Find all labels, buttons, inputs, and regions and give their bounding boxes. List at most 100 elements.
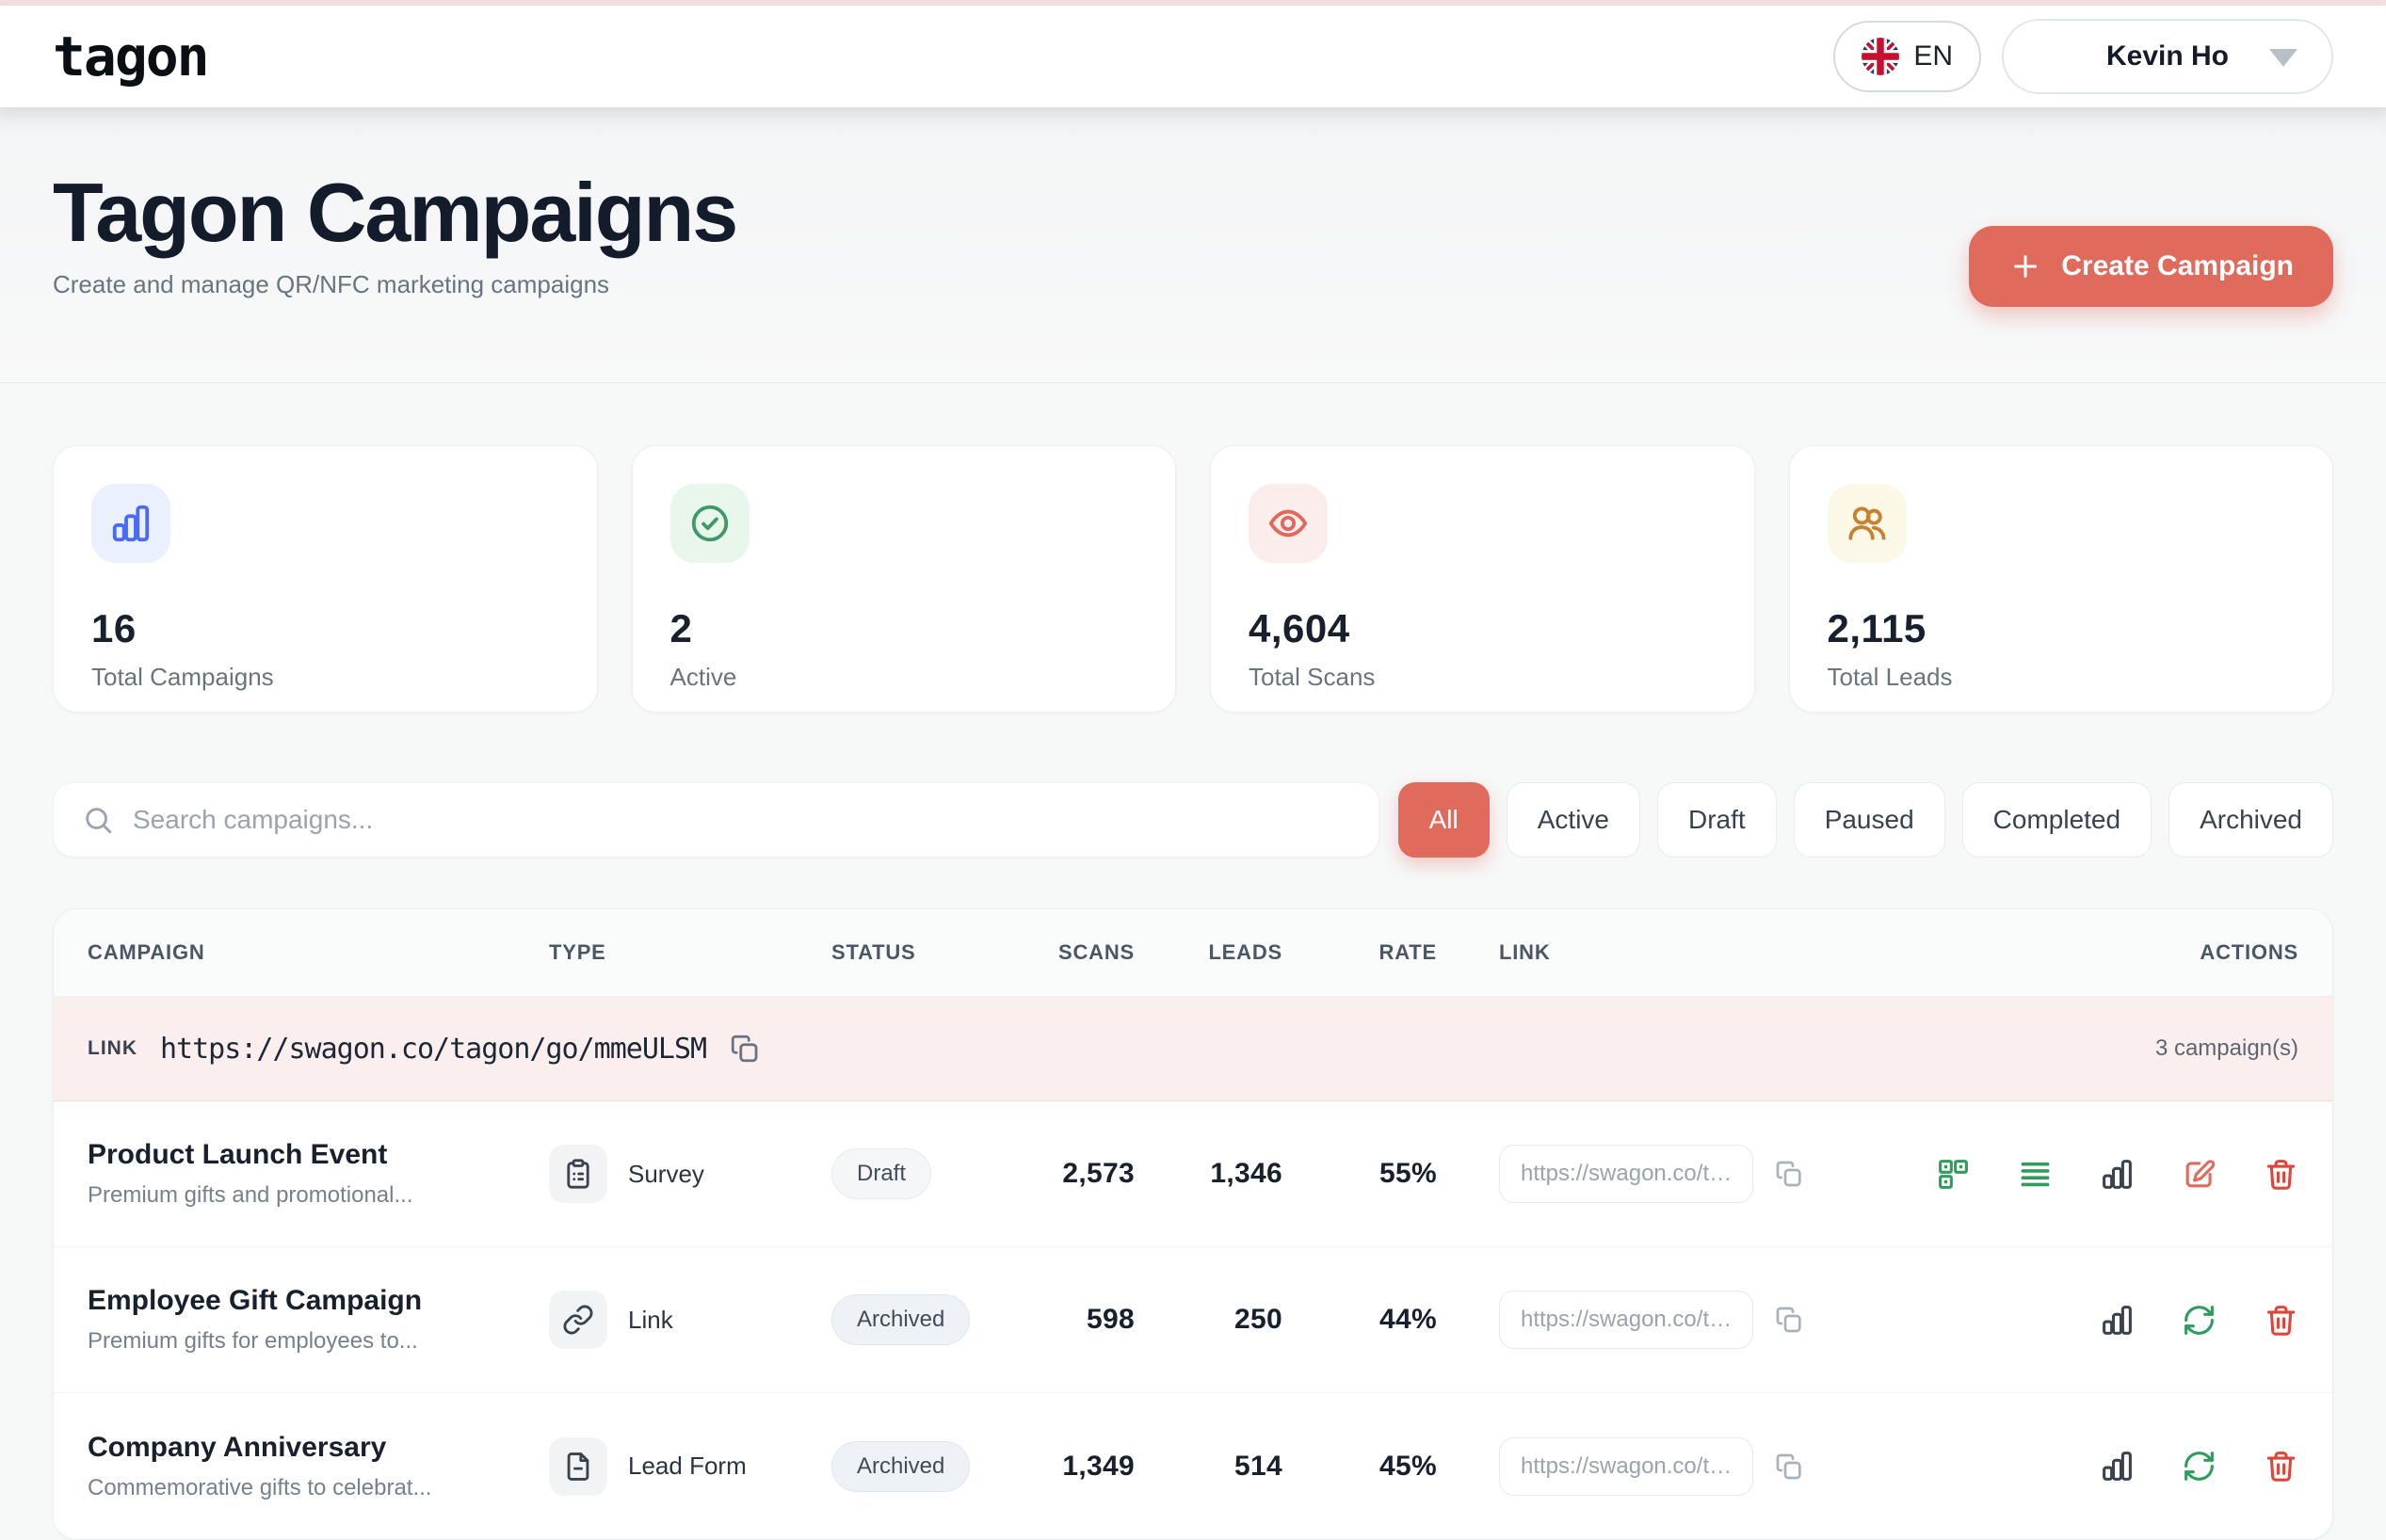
stat-label: Active — [669, 663, 737, 691]
scans-value: 1,349 — [1062, 1450, 1135, 1482]
column-header-campaign[interactable]: CAMPAIGN — [88, 940, 205, 964]
stat-value: 2 — [669, 606, 693, 650]
check-circle-icon — [688, 502, 732, 545]
status-badge: Draft — [831, 1148, 932, 1199]
type-icon-tile — [549, 1145, 607, 1203]
refresh-button[interactable] — [2182, 1449, 2217, 1484]
table-row: Company Anniversary Commemorative gifts … — [54, 1393, 2332, 1539]
top-accent-strip — [0, 0, 2386, 6]
bar-chart-icon — [109, 502, 153, 545]
page-subtitle: Create and manage QR/NFC marketing campa… — [53, 270, 610, 299]
stat-card: 4,604 Total Scans — [1210, 445, 1755, 713]
stat-card: 2,115 Total Leads — [1788, 445, 2333, 713]
search-input[interactable] — [133, 805, 1350, 835]
filter-draft[interactable]: Draft — [1657, 782, 1777, 858]
campaign-type-label: Link — [628, 1305, 673, 1334]
edit-icon — [2182, 1157, 2217, 1192]
copy-icon — [1774, 1452, 1804, 1482]
link-group-row: LINK https://swagon.co/tagon/go/mmeULSM … — [54, 997, 2332, 1101]
list-button[interactable] — [2018, 1157, 2053, 1192]
chevron-down-icon — [2269, 49, 2297, 67]
user-menu[interactable]: Kevin Ho — [2002, 19, 2333, 94]
delete-icon — [2264, 1157, 2298, 1192]
table-header-row: CAMPAIGN TYPE STATUS SCANS LEADS RATE LINK ACTI… — [54, 909, 2332, 997]
language-label: EN — [1913, 40, 1953, 72]
delete-icon — [2264, 1449, 2298, 1484]
rate-value: 45% — [1379, 1450, 1437, 1482]
eye-icon — [1266, 502, 1310, 545]
users-icon — [1846, 502, 1889, 545]
copy-icon — [1774, 1305, 1804, 1335]
stat-icon-tile — [91, 484, 170, 563]
type-icon-tile — [549, 1291, 607, 1349]
refresh-button[interactable] — [2182, 1303, 2217, 1338]
hero-section: Tagon Campaigns Create and manage QR/NFC… — [0, 107, 2386, 383]
campaign-description: Commemorative gifts to celebrat... — [88, 1474, 432, 1500]
bar-chart-button[interactable] — [2100, 1303, 2135, 1338]
campaign-type-label: Lead Form — [628, 1452, 747, 1480]
column-header-type[interactable]: TYPE — [549, 940, 606, 964]
app-logo: tagon — [53, 24, 210, 88]
group-link-label: LINK — [88, 1037, 137, 1059]
bar-chart-button[interactable] — [2100, 1157, 2135, 1192]
copy-campaign-link-button[interactable] — [1774, 1305, 1804, 1335]
filter-completed[interactable]: Completed — [1961, 782, 2152, 858]
bar-chart-button[interactable] — [2100, 1449, 2135, 1484]
stat-label: Total Leads — [1827, 663, 1953, 691]
leads-value: 514 — [1234, 1450, 1282, 1482]
language-selector[interactable]: EN — [1833, 21, 1981, 92]
campaign-description: Premium gifts and promotional... — [88, 1182, 413, 1208]
group-campaign-count: 3 campaign(s) — [2154, 1035, 2298, 1061]
campaigns-table: CAMPAIGN TYPE STATUS SCANS LEADS RATE LINK ACTI… — [53, 908, 2333, 1540]
delete-button[interactable] — [2264, 1449, 2298, 1484]
leads-value: 250 — [1234, 1304, 1282, 1335]
create-campaign-button[interactable]: Create Campaign — [1969, 226, 2333, 307]
header-right: EN Kevin Ho — [1833, 19, 2333, 94]
filter-active[interactable]: Active — [1506, 782, 1640, 858]
search-box — [53, 782, 1379, 858]
row-actions — [1823, 1449, 2298, 1484]
column-header-actions[interactable]: ACTIONS — [2200, 940, 2298, 964]
copy-icon — [1774, 1159, 1804, 1189]
row-actions — [1823, 1303, 2298, 1338]
stat-icon-tile — [1827, 484, 1907, 563]
column-header-scans[interactable]: SCANS — [1057, 940, 1135, 964]
status-badge: Archived — [831, 1440, 971, 1492]
column-header-link[interactable]: LINK — [1499, 940, 1551, 964]
delete-button[interactable] — [2264, 1157, 2298, 1192]
copy-campaign-link-button[interactable] — [1774, 1452, 1804, 1482]
leads-value: 1,346 — [1210, 1158, 1282, 1189]
column-header-rate[interactable]: RATE — [1378, 940, 1437, 964]
column-header-leads[interactable]: LEADS — [1208, 940, 1282, 964]
link-icon — [562, 1304, 594, 1336]
qr-code-button[interactable] — [1936, 1157, 1971, 1192]
campaign-link-field[interactable]: https://swagon.co/t… — [1499, 1436, 1754, 1496]
file-icon — [562, 1451, 594, 1483]
rate-value: 55% — [1379, 1158, 1437, 1189]
table-row: Employee Gift Campaign Premium gifts for… — [54, 1247, 2332, 1393]
group-link-url: https://swagon.co/tagon/go/mmeULSM — [160, 1032, 707, 1066]
delete-button[interactable] — [2264, 1303, 2298, 1338]
filter-buttons: All Active Draft Paused Completed Archiv… — [1397, 782, 2333, 858]
copy-campaign-link-button[interactable] — [1774, 1159, 1804, 1189]
campaign-description: Premium gifts for employees to... — [88, 1328, 418, 1354]
stat-label: Total Campaigns — [91, 663, 274, 691]
bar-chart-icon — [2100, 1303, 2135, 1338]
clipboard-icon — [562, 1158, 594, 1190]
scans-value: 2,573 — [1062, 1158, 1135, 1189]
column-header-status[interactable]: STATUS — [831, 940, 916, 964]
campaign-type-label: Survey — [628, 1159, 704, 1188]
filter-archived[interactable]: Archived — [2168, 782, 2333, 858]
copy-group-link-button[interactable] — [729, 1033, 761, 1065]
type-icon-tile — [549, 1436, 607, 1496]
user-name: Kevin Ho — [2105, 40, 2230, 72]
filter-all[interactable]: All — [1397, 782, 1490, 858]
edit-button[interactable] — [2182, 1157, 2217, 1192]
search-icon — [82, 804, 114, 836]
delete-icon — [2264, 1303, 2298, 1338]
stat-icon-tile — [669, 484, 750, 563]
campaign-link-field[interactable]: https://swagon.co/t… — [1499, 1145, 1754, 1203]
table-body: Product Launch Event Premium gifts and p… — [54, 1101, 2332, 1539]
filter-paused[interactable]: Paused — [1793, 782, 1945, 858]
campaign-link-field[interactable]: https://swagon.co/t… — [1499, 1291, 1754, 1349]
